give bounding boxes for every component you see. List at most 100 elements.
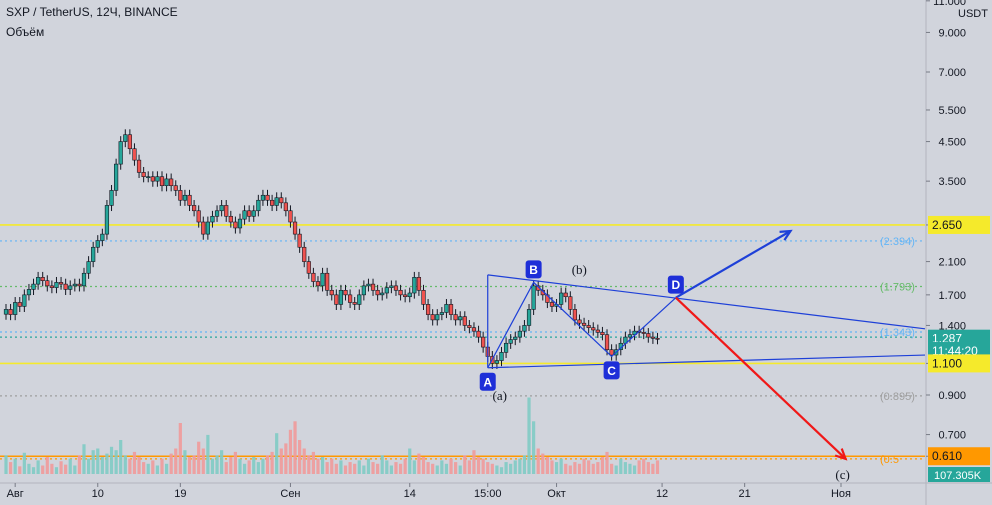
volume-bar [288,429,293,474]
volume-bar [600,457,605,474]
volume-bar [41,465,45,474]
volume-bar [646,462,650,474]
time-tick-label: Ноя [831,488,851,500]
candle-body [526,309,532,326]
volume-bar [596,462,600,474]
candle-body [205,221,210,235]
volume-bar [128,458,132,474]
price-tick-label: 1.700 [938,290,966,302]
candle-body [604,334,610,351]
candle-body [559,292,564,305]
candle-body [393,285,399,291]
wave-point-c-badge [603,361,620,380]
volume-bar [36,460,40,474]
price-tick-label: 11.000 [933,0,966,8]
candle-body [104,205,110,235]
candle-body [196,210,201,223]
candle-body [279,197,284,204]
candle-body [375,289,380,296]
volume-bar [541,453,545,474]
candle-body [242,210,247,220]
candle-body [522,325,527,332]
candle-body [214,210,220,217]
axis-currency-label: USDT [958,8,988,20]
volume-bar [408,448,412,474]
price-tick-label: 1.400 [938,320,966,332]
volume-badge-label: 107.305K [934,470,982,482]
candle-body [549,302,555,307]
candle-body [31,283,36,290]
candle-body [146,176,151,179]
level-label: (0.5 [880,454,899,466]
price-axis-panel [926,0,992,505]
volume-bar [587,460,591,474]
wave-point-label: D [672,278,681,292]
candle-body [462,316,467,326]
candle-body [3,309,9,315]
wave-annotation: (a) [493,388,507,403]
volume-bar [476,457,481,474]
candle-body [288,210,293,223]
candle-body [26,289,32,296]
volume-bar [614,465,618,474]
volume-bar [77,455,82,474]
candle-body [132,148,137,161]
candle-body [49,285,54,288]
volume-bar [109,446,114,474]
volume-bar [343,465,348,474]
level-label: (1.343) [880,327,915,339]
volume-bar [18,466,22,474]
time-tick-label: Окт [547,488,566,500]
volume-bar [252,457,256,474]
candle-body [292,221,298,235]
candle-body [297,233,302,248]
volume-bar [50,463,54,474]
volume-bar [655,460,660,474]
candle-body [444,304,449,313]
candle-body [260,194,266,201]
volume-bar [554,462,559,474]
volume-bar [499,467,504,474]
candle-body [361,285,366,296]
candle-body [517,330,522,338]
volume-bar [536,448,540,474]
volume-bar [532,421,536,474]
candle-body [595,329,600,333]
volume-bar [632,465,637,474]
volume-bar [229,457,233,474]
volume-bar [513,460,517,474]
candle-body [403,294,408,298]
candle-body [54,282,59,288]
candle-body [389,285,394,288]
candle-body [187,194,192,206]
volume-bar [82,444,86,474]
candle-body [72,283,77,287]
abcd-pattern-line [487,281,677,369]
candle-body [425,304,431,315]
candle-body [182,194,188,201]
volume-bar [545,457,549,474]
price-badge [928,447,990,466]
volume-bar [298,440,302,474]
volume-bar [224,462,228,474]
volume-bar [8,462,13,474]
volume-bar [394,462,398,474]
candle-body [178,190,183,201]
candle-body [357,294,362,305]
candle-body [329,289,334,296]
candle-body [274,197,279,206]
candle-body [159,176,165,187]
wave-point-label: B [529,263,538,277]
volume-bar [518,458,522,474]
volume-bar [426,462,430,474]
volume-bar [467,460,471,474]
candle-body [568,296,573,310]
volume-bar [651,463,655,474]
candle-body [136,159,142,173]
volume-bar [509,463,513,474]
candle-body [251,210,256,217]
volume-bar [573,462,577,474]
level-label: (2.394) [880,236,915,248]
